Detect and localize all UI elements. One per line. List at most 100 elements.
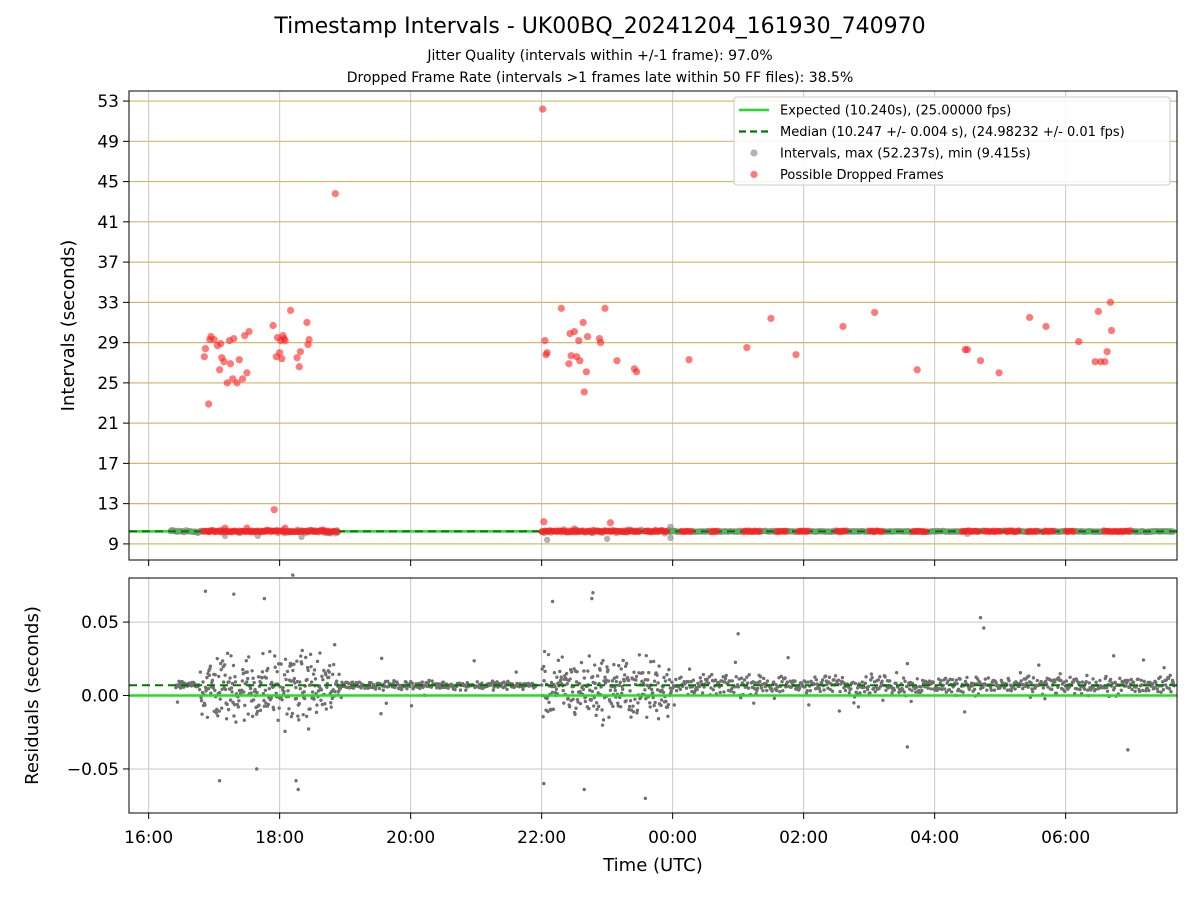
dropped-frame-point <box>976 357 985 365</box>
residual-point <box>667 678 672 682</box>
residual-point <box>1150 682 1155 686</box>
residual-point <box>914 685 919 689</box>
residual-point <box>327 675 331 680</box>
residual-point <box>521 687 525 692</box>
residual-point <box>1163 683 1168 687</box>
residual-point <box>561 688 565 693</box>
dropped-frame-point <box>543 349 551 357</box>
residual-point <box>304 714 309 719</box>
residual-point <box>583 699 588 704</box>
residual-point <box>225 702 229 707</box>
dropped-frame-point <box>567 352 575 360</box>
residual-point <box>306 668 310 673</box>
residual-point <box>1064 679 1069 683</box>
residual-point <box>223 687 228 692</box>
residual-point <box>542 781 546 786</box>
residual-point <box>609 701 614 706</box>
interval-point <box>603 535 611 543</box>
residual-point <box>313 677 318 681</box>
dropped-frame-point <box>565 360 573 368</box>
residual-point <box>628 699 633 703</box>
dropped-frame-point <box>1015 527 1023 534</box>
dropped-frame-point <box>1075 338 1083 346</box>
residual-point <box>215 656 219 661</box>
residual-point <box>781 689 785 693</box>
residual-point <box>1161 688 1166 692</box>
residual-point <box>651 659 656 664</box>
residual-point <box>678 687 683 692</box>
dropped-frame-point <box>570 327 579 336</box>
residual-point <box>1094 680 1098 684</box>
residual-point <box>805 689 809 693</box>
dropped-frame-point <box>1101 358 1109 366</box>
residual-point <box>752 686 757 691</box>
interval-point <box>667 523 674 530</box>
residual-point <box>620 691 624 696</box>
residual-point <box>296 714 300 718</box>
residual-point <box>1167 676 1171 680</box>
ytick-label-top-37: 37 <box>97 253 119 273</box>
residual-point <box>300 648 304 653</box>
residual-point <box>839 682 843 686</box>
residual-point <box>856 705 861 709</box>
residual-point <box>275 669 279 674</box>
residual-point <box>465 680 470 685</box>
residual-point <box>618 680 622 685</box>
residual-point <box>1080 680 1085 684</box>
residual-point <box>255 767 259 771</box>
residual-point <box>983 677 988 681</box>
residual-point <box>868 691 872 695</box>
residual-point <box>546 652 551 657</box>
residual-point <box>978 680 982 685</box>
residual-point <box>864 675 868 679</box>
residual-point <box>475 680 479 684</box>
residual-point <box>943 687 947 691</box>
residual-point <box>1086 688 1090 692</box>
dropped-frame-point <box>270 506 278 514</box>
residual-point <box>429 685 434 689</box>
residual-point <box>319 688 324 692</box>
residual-point <box>707 675 712 679</box>
ytick-label-top-49: 49 <box>97 132 119 152</box>
residual-point <box>329 701 333 705</box>
residual-point <box>986 676 991 680</box>
residual-point <box>785 680 790 684</box>
residual-point <box>863 681 868 685</box>
residual-point <box>632 670 636 674</box>
residual-point <box>761 676 766 681</box>
dropped-frame-point <box>1126 527 1134 534</box>
residual-point <box>286 689 290 693</box>
residual-point <box>1030 687 1034 691</box>
residual-point <box>575 670 579 674</box>
residual-point <box>542 649 547 654</box>
residual-point <box>220 659 225 663</box>
residual-point <box>915 677 919 681</box>
residual-point <box>723 676 728 681</box>
residual-point <box>837 709 842 713</box>
residual-point <box>644 653 648 658</box>
residual-point <box>659 698 664 702</box>
residual-point <box>269 696 273 700</box>
residual-point <box>779 674 783 679</box>
residual-point <box>718 690 722 695</box>
residual-point <box>298 687 302 691</box>
residual-point <box>774 688 779 693</box>
residual-point <box>661 690 666 695</box>
xtick-label-0200: 02:00 <box>779 828 828 848</box>
residual-point <box>601 718 606 722</box>
residual-point <box>199 695 203 700</box>
residual-point <box>706 681 711 685</box>
residual-point <box>822 688 826 692</box>
residual-point <box>606 679 611 683</box>
residual-point <box>657 664 661 668</box>
dropped-frame-point <box>1070 528 1078 535</box>
dropped-frame-point <box>263 526 270 534</box>
residual-point <box>807 703 811 707</box>
residual-point <box>1152 686 1156 690</box>
residual-point <box>906 683 910 688</box>
residual-point <box>599 661 604 665</box>
dropped-frame-point <box>1050 527 1057 535</box>
residual-point <box>514 670 518 674</box>
residual-point <box>225 651 230 656</box>
dropped-frame-point <box>334 528 341 535</box>
